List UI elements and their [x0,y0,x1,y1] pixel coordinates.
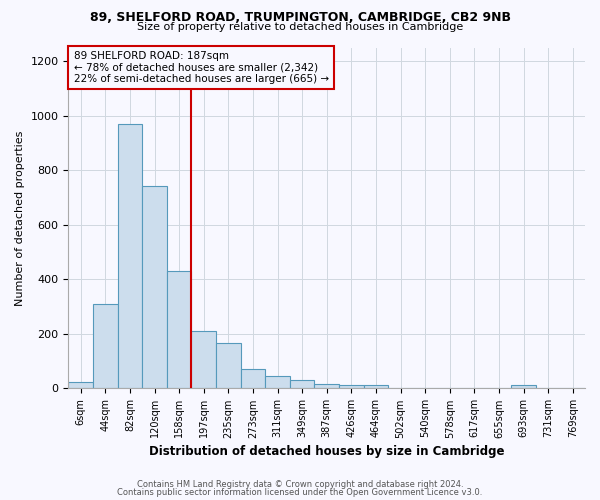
Text: Size of property relative to detached houses in Cambridge: Size of property relative to detached ho… [137,22,463,32]
Text: 89, SHELFORD ROAD, TRUMPINGTON, CAMBRIDGE, CB2 9NB: 89, SHELFORD ROAD, TRUMPINGTON, CAMBRIDG… [89,11,511,24]
Bar [142,186,167,388]
Bar [191,331,216,388]
Bar [241,370,265,388]
Bar [167,271,191,388]
Bar [93,304,118,388]
Bar [265,376,290,388]
Bar [216,344,241,388]
Text: Contains HM Land Registry data © Crown copyright and database right 2024.: Contains HM Land Registry data © Crown c… [137,480,463,489]
Text: 89 SHELFORD ROAD: 187sqm
← 78% of detached houses are smaller (2,342)
22% of sem: 89 SHELFORD ROAD: 187sqm ← 78% of detach… [74,51,329,84]
Y-axis label: Number of detached properties: Number of detached properties [15,130,25,306]
Bar [364,385,388,388]
Bar [290,380,314,388]
X-axis label: Distribution of detached houses by size in Cambridge: Distribution of detached houses by size … [149,444,505,458]
Bar [68,382,93,388]
Bar [339,385,364,388]
Bar [118,124,142,388]
Bar [314,384,339,388]
Text: Contains public sector information licensed under the Open Government Licence v3: Contains public sector information licen… [118,488,482,497]
Bar [511,385,536,388]
